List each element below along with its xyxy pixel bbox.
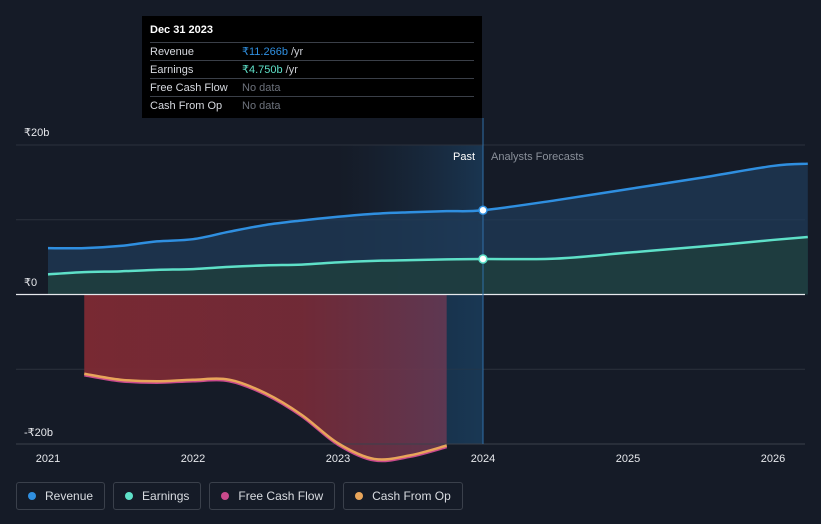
earnings-dot-icon (125, 492, 134, 500)
legend-label: Earnings (142, 489, 190, 503)
legend-item-free-cash-flow[interactable]: Free Cash Flow (209, 482, 336, 510)
y-tick-label: ₹20b (24, 127, 49, 139)
cash-from-op-line (84, 372, 448, 461)
free-cash-flow-dot-icon (221, 492, 230, 500)
legend: Revenue Earnings Free Cash Flow Cash Fro… (16, 482, 463, 510)
past-band-lower (446, 294, 483, 444)
cash-flow-area (84, 294, 447, 460)
legend-item-cash-from-op[interactable]: Cash From Op (343, 482, 463, 510)
y-tick-label: ₹0 (24, 277, 37, 289)
cash-from-op-dot-icon (355, 492, 364, 500)
x-tick-label: 2021 (36, 453, 60, 465)
legend-label: Cash From Op (372, 489, 451, 503)
forecast-label: Analysts Forecasts (491, 151, 584, 163)
tooltip-date: Dec 31 2023 (150, 24, 213, 36)
tooltip-value: ₹4.750b (242, 64, 283, 76)
earnings-line (47, 235, 808, 276)
legend-label: Free Cash Flow (238, 489, 324, 503)
legend-item-revenue[interactable]: Revenue (16, 482, 106, 510)
tooltip-label: Earnings (150, 63, 194, 76)
tooltip-row-earnings: Earnings ₹4.750b /yr (150, 60, 474, 78)
tooltip-value: No data (242, 81, 281, 94)
tooltip-label: Revenue (150, 45, 195, 58)
tooltip: Dec 31 2023 Revenue ₹11.266b /yr Earning… (142, 16, 482, 118)
y-tick-label: -₹20b (24, 427, 53, 439)
x-tick-label: 2024 (471, 453, 495, 465)
x-tick-label: 2026 (761, 453, 785, 465)
earnings-area (48, 236, 808, 295)
tooltip-unit: /yr (285, 63, 298, 76)
tooltip-value: ₹11.266b (242, 46, 288, 58)
tooltip-row-revenue: Revenue ₹11.266b /yr (150, 42, 474, 60)
tooltip-label: Free Cash Flow (150, 81, 228, 94)
earnings-point-marker (478, 254, 488, 264)
tooltip-row-fcf: Free Cash Flow No data (150, 78, 474, 96)
tooltip-value: No data (242, 99, 281, 112)
tooltip-row-cfo: Cash From Op No data (150, 96, 474, 114)
tooltip-unit: /yr (290, 45, 304, 58)
revenue-point-marker (478, 205, 488, 216)
legend-label: Revenue (45, 489, 94, 503)
free-cash-flow-line (84, 373, 448, 463)
x-tick-label: 2023 (326, 453, 350, 465)
x-tick-label: 2025 (616, 453, 640, 465)
tooltip-label: Cash From Op (150, 99, 223, 112)
x-tick-label: 2022 (181, 453, 205, 465)
past-label: Past (453, 151, 475, 163)
revenue-line (47, 162, 808, 250)
legend-item-earnings[interactable]: Earnings (113, 482, 202, 510)
revenue-dot-icon (28, 492, 36, 500)
